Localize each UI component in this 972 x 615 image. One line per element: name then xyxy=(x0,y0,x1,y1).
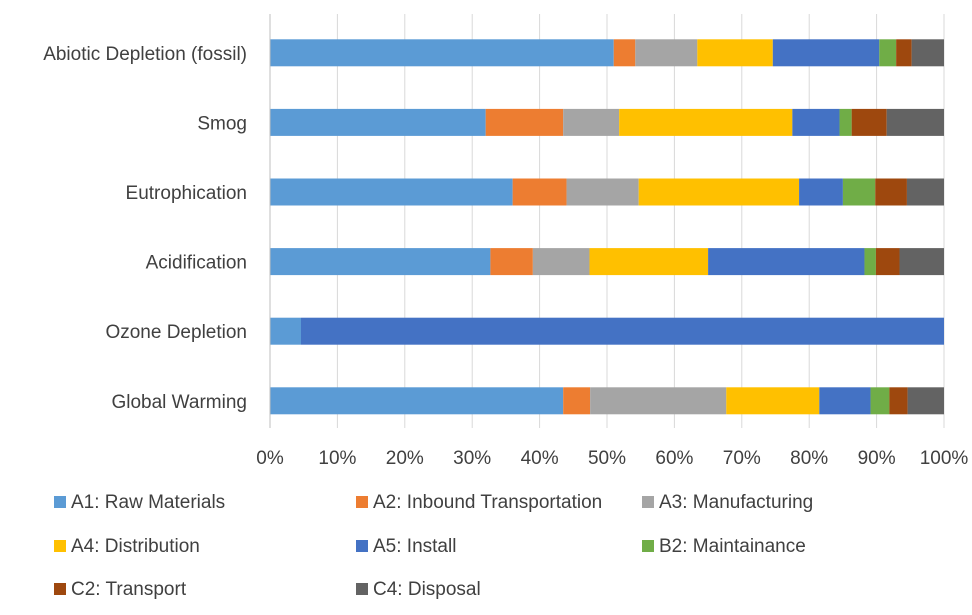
category-label: Eutrophication xyxy=(126,183,247,204)
bar-segment xyxy=(896,39,912,67)
bar-segment xyxy=(638,178,800,206)
bar-segment xyxy=(899,248,944,276)
bar-segment xyxy=(875,248,900,276)
x-tick-label: 50% xyxy=(588,448,626,469)
bar-segment xyxy=(870,387,890,415)
legend-swatch xyxy=(54,540,66,552)
bar-segment xyxy=(563,108,620,136)
x-tick-label: 80% xyxy=(790,448,828,469)
bar-segment xyxy=(613,39,636,67)
legend-label: A4: Distribution xyxy=(71,536,200,557)
bar-segment xyxy=(697,39,773,67)
category-label: Global Warming xyxy=(111,392,247,413)
legend-label: C4: Disposal xyxy=(373,579,481,600)
legend-swatch xyxy=(642,496,654,508)
legend-swatch xyxy=(356,583,368,595)
bar-segment xyxy=(772,39,880,67)
bar-segment xyxy=(590,387,727,415)
bar-segment xyxy=(875,178,907,206)
legend-label: A5: Install xyxy=(373,536,456,557)
category-label: Acidification xyxy=(146,253,247,274)
bar-segment xyxy=(799,178,843,206)
legend-swatch xyxy=(356,496,368,508)
bar-segment xyxy=(886,108,944,136)
x-tick-label: 0% xyxy=(256,448,284,469)
bar-segment xyxy=(270,248,491,276)
bar-segment xyxy=(842,178,876,206)
bar-segment xyxy=(563,387,591,415)
x-tick-label: 20% xyxy=(386,448,424,469)
bar-segment xyxy=(726,387,820,415)
bar-segment xyxy=(270,39,614,67)
bar-segment xyxy=(819,387,871,415)
legend-label: A1: Raw Materials xyxy=(71,492,225,513)
bar-segment xyxy=(532,248,590,276)
legend: A1: Raw Materials A2: Inbound Transportat… xyxy=(54,492,813,600)
bar-segment xyxy=(619,108,793,136)
legend-swatch xyxy=(54,496,66,508)
bar-segment xyxy=(270,108,486,136)
bar-segment xyxy=(879,39,897,67)
legend-swatch xyxy=(54,583,66,595)
legend-swatch xyxy=(642,540,654,552)
legend-label: A3: Manufacturing xyxy=(659,492,813,513)
bar-segment xyxy=(566,178,639,206)
bar-segment xyxy=(907,387,944,415)
gridlines xyxy=(336,14,945,428)
bar-segment xyxy=(270,178,513,206)
axes: 0% 10% 20% 30% 40% 50% 60% 70% 80% 90% 100% Abiotic… xyxy=(43,14,968,469)
bar-segment xyxy=(270,317,302,345)
bar-segment xyxy=(635,39,698,67)
x-tick-label: 40% xyxy=(521,448,559,469)
bar-segment xyxy=(270,387,564,415)
legend-label: A2: Inbound Transportation xyxy=(373,492,602,513)
category-label: Smog xyxy=(197,113,247,134)
bar-segment xyxy=(889,387,908,415)
legend-label: C2: Transport xyxy=(71,579,187,600)
bar-segment xyxy=(490,248,533,276)
bar-segment xyxy=(911,39,944,67)
x-tick-label: 60% xyxy=(655,448,693,469)
bar-segment xyxy=(301,317,944,345)
bar-segment xyxy=(851,108,887,136)
bars xyxy=(270,39,944,415)
bar-segment xyxy=(589,248,709,276)
bar-segment xyxy=(512,178,567,206)
legend-label: B2: Maintainance xyxy=(659,536,806,557)
bar-segment xyxy=(839,108,852,136)
x-tick-label: 10% xyxy=(318,448,356,469)
bar-segment xyxy=(792,108,840,136)
x-tick-label: 70% xyxy=(723,448,761,469)
bar-segment xyxy=(485,108,564,136)
bar-segment xyxy=(708,248,865,276)
x-tick-label: 90% xyxy=(858,448,896,469)
category-label: Ozone Depletion xyxy=(105,322,247,343)
category-label: Abiotic Depletion (fossil) xyxy=(43,44,247,65)
x-tick-label: 30% xyxy=(453,448,491,469)
legend-swatch xyxy=(356,540,368,552)
x-tick-label: 100% xyxy=(920,448,969,469)
bar-segment xyxy=(864,248,876,276)
bar-segment xyxy=(906,178,944,206)
